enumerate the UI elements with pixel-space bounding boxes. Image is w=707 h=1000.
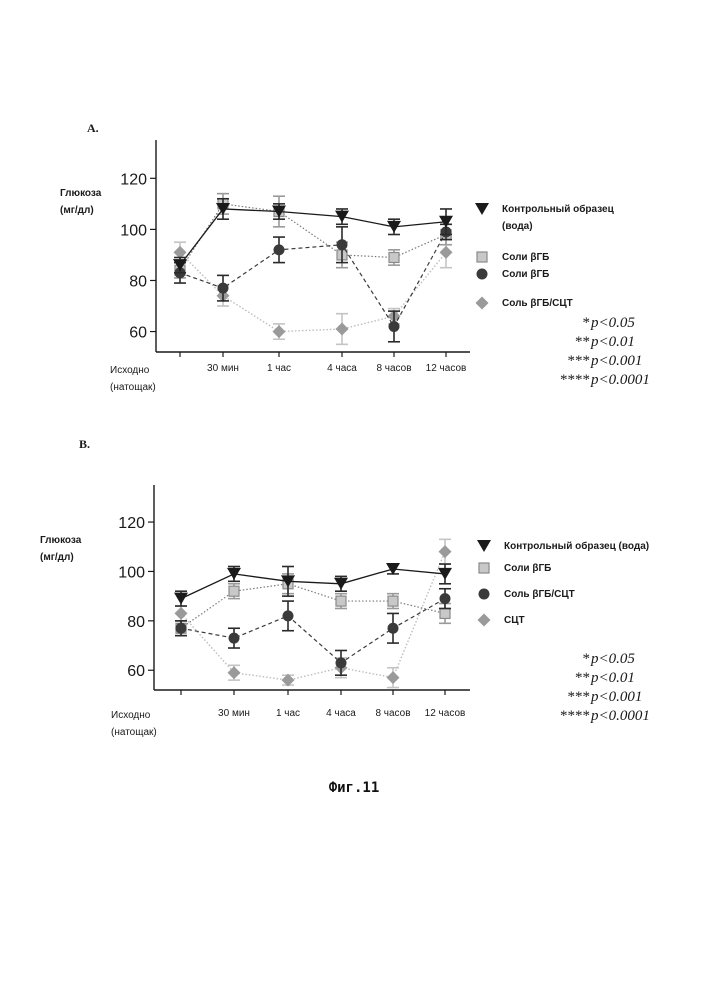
panel-label: B. <box>79 437 90 451</box>
y-tick-label: 120 <box>120 171 147 188</box>
chart-panel-1: A. Глюкоза (мг/дл) 60 80 100 120 Исходно (натоща… <box>60 121 650 393</box>
significance-stars: ** <box>575 334 590 350</box>
legend-label-2: Соли βГБ <box>504 563 551 574</box>
data-point-series-2 <box>388 596 398 606</box>
data-point-series-4 <box>175 607 188 620</box>
data-point-series-3 <box>218 283 229 294</box>
significance-threshold: p<0.01 <box>590 670 635 686</box>
legend-marker-2 <box>477 252 487 262</box>
x-tick-label: (натощак) <box>110 382 156 393</box>
legend-marker-4 <box>478 614 491 627</box>
data-point-series-4 <box>440 246 453 259</box>
data-point-series-3 <box>176 623 187 634</box>
data-point-series-3 <box>388 623 399 634</box>
data-point-series-2 <box>229 586 239 596</box>
significance-threshold: p<0.05 <box>590 651 635 667</box>
x-tick-label: Исходно <box>111 710 151 721</box>
significance-stars: * <box>583 315 591 331</box>
y-axis-label-unit: (мг/дл) <box>40 552 74 563</box>
data-point-series-4 <box>273 325 286 338</box>
y-tick-label: 60 <box>129 325 147 342</box>
y-tick-label: 100 <box>118 564 145 581</box>
legend-label-1: Контрольный образец <box>502 203 615 215</box>
x-tick-label: 30 мин <box>218 708 250 719</box>
data-point-series-3 <box>337 239 348 250</box>
y-tick-label: 80 <box>127 614 145 631</box>
significance-stars: ** <box>575 670 590 686</box>
legend-label-4: СЦТ <box>504 615 525 626</box>
series-line-1 <box>180 209 446 265</box>
data-point-series-4 <box>228 666 241 679</box>
data-point-series-2 <box>440 608 450 618</box>
data-point-series-4 <box>387 671 400 684</box>
legend-label-3: Соль βГБ/СЦТ <box>504 589 575 600</box>
significance-threshold: p<0.05 <box>590 315 635 331</box>
legend-marker-2 <box>479 563 489 573</box>
significance-threshold: p<0.001 <box>590 353 642 369</box>
x-tick-label: 30 мин <box>207 363 239 374</box>
legend-label-1: Контрольный образец (вода) <box>504 540 649 552</box>
data-point-series-4 <box>336 323 349 336</box>
data-point-series-1 <box>227 568 241 580</box>
x-tick-label: (натощак) <box>111 727 157 738</box>
legend-label-3: Соли βГБ <box>502 269 549 280</box>
series-line-3 <box>181 599 445 663</box>
chart-panel-2: B. Глюкоза (мг/дл) 60 80 100 120 Исходно (натоща… <box>40 437 650 738</box>
x-tick-label: 8 часов <box>376 363 411 374</box>
data-point-series-1 <box>174 593 188 605</box>
y-tick-label: 80 <box>129 273 147 290</box>
data-point-series-2 <box>389 252 399 262</box>
y-tick-label: 100 <box>120 222 147 239</box>
data-point-series-3 <box>440 593 451 604</box>
data-point-series-3 <box>274 244 285 255</box>
y-axis-label-unit: (мг/дл) <box>60 205 94 216</box>
significance-stars: **** <box>560 372 590 388</box>
y-tick-label: 120 <box>118 515 145 532</box>
legend-label-4: Соль βГБ/СЦТ <box>502 298 573 309</box>
legend-marker-1 <box>475 203 489 215</box>
y-axis-label: Глюкоза <box>60 188 102 199</box>
significance-stars: *** <box>568 689 591 705</box>
significance-stars: **** <box>560 708 590 724</box>
significance-stars: *** <box>568 353 591 369</box>
significance-threshold: p<0.0001 <box>590 708 650 724</box>
panel-label: A. <box>87 121 99 135</box>
legend-marker-4 <box>476 297 489 310</box>
significance-threshold: p<0.01 <box>590 334 635 350</box>
x-tick-label: 12 часов <box>425 708 466 719</box>
x-tick-label: 1 час <box>276 708 300 719</box>
x-tick-label: 12 часов <box>426 363 467 374</box>
y-tick-label: 60 <box>127 663 145 680</box>
legend-marker-3 <box>477 269 488 280</box>
x-tick-label: 4 часа <box>327 363 357 374</box>
significance-threshold: p<0.001 <box>590 689 642 705</box>
series-line-4 <box>181 552 445 680</box>
data-point-series-3 <box>389 321 400 332</box>
significance-threshold: p<0.0001 <box>590 372 650 388</box>
series-line-1 <box>181 569 445 599</box>
legend-marker-3 <box>479 589 490 600</box>
data-point-series-3 <box>336 657 347 668</box>
x-tick-label: 8 часов <box>375 708 410 719</box>
y-axis-label: Глюкоза <box>40 535 82 546</box>
legend-label-1: (вода) <box>502 221 533 232</box>
data-point-series-3 <box>283 610 294 621</box>
legend-marker-1 <box>477 540 491 552</box>
significance-stars: * <box>583 651 591 667</box>
data-point-series-3 <box>229 633 240 644</box>
data-point-series-4 <box>439 545 452 558</box>
series-line-3 <box>180 232 446 327</box>
x-tick-label: 1 час <box>267 363 291 374</box>
x-tick-label: 4 часа <box>326 708 356 719</box>
figure-caption: Фиг.11 <box>329 780 380 796</box>
data-point-series-2 <box>336 596 346 606</box>
x-tick-label: Исходно <box>110 365 150 376</box>
legend-label-2: Соли βГБ <box>502 252 549 263</box>
